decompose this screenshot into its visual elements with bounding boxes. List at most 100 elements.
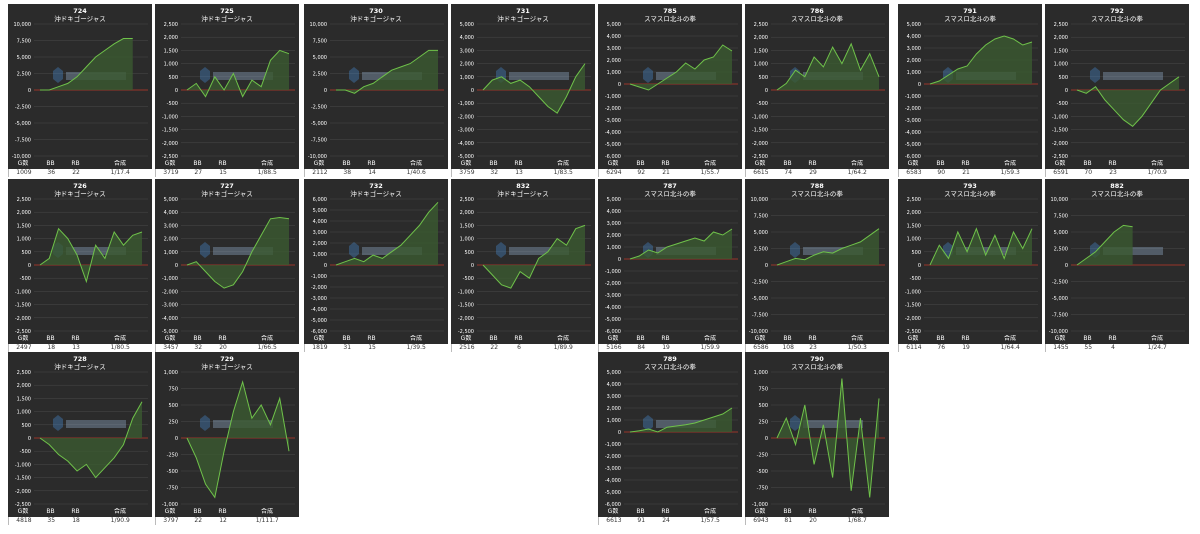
slump-line (336, 49, 438, 94)
y-tick-label: -500 (1057, 101, 1068, 107)
analytics-logo-icon (643, 415, 716, 431)
graph-panel[interactable]: 724 沖ドキゴージャス 10,000 7,500 5,000 2,500 0 -2,500-… (8, 4, 152, 177)
analytics-logo-icon (790, 415, 863, 431)
y-tick-label: 1,000 (17, 237, 31, 243)
y-tick-label: -1,000 (15, 462, 31, 468)
graph-panel[interactable]: 788 スマスロ北斗の拳 10,000 7,500 5,000 2,500 0 -2,500-… (745, 179, 889, 352)
graph-panel[interactable]: 787 スマスロ北斗の拳 5,000 4,000 3,000 2,000 1,000 0 -1,… (598, 179, 742, 352)
rb-value: 6 (517, 343, 521, 351)
y-tick-label: -3,000 (905, 118, 921, 124)
y-tick-label: -2,000 (605, 281, 621, 287)
machine-number: 790 (810, 355, 824, 363)
total-value: 1/55.7 (700, 168, 720, 176)
games-header: G数 (164, 160, 176, 167)
rb-value: 15 (219, 168, 227, 176)
y-tick-label: 1,500 (164, 48, 178, 54)
graph-panel[interactable]: 882 スマスロ北斗の拳 10,000 7,500 5,000 2,500 0 -2,500-… (1045, 179, 1189, 352)
graph-panel[interactable]: 786 スマスロ北斗の拳 2,500 2,000 1,500 1,000 500 0 -500-… (745, 4, 889, 177)
panel-header: 789 スマスロ北斗の拳 (598, 355, 742, 371)
bb-value: 35 (47, 516, 56, 524)
y-tick-label: -1,000 (905, 289, 921, 295)
games-header: G数 (1054, 335, 1066, 342)
graph-panel[interactable]: 725 沖ドキゴージャス 2,500 2,000 1,500 1,000 500 0 -500-… (155, 4, 299, 177)
y-tick-label: 2,500 (164, 22, 178, 28)
graph-panel[interactable]: 727 沖ドキゴージャス 5,000 4,000 3,000 2,000 1,000 0 -1,… (155, 179, 299, 352)
graph-panel[interactable]: 789 スマスロ北斗の拳 5,000 4,000 3,000 2,000 1,000 0 -1,… (598, 352, 742, 525)
machine-title: 沖ドキゴージャス (201, 15, 253, 23)
y-tick-label: 4,000 (313, 219, 327, 225)
games-header: G数 (313, 160, 325, 167)
rb-header: RB (808, 160, 817, 167)
graph-panel[interactable]: 731 沖ドキゴージャス 5,000 4,000 3,000 2,000 1,000 0 -1,… (451, 4, 595, 177)
machine-number: 729 (220, 355, 234, 363)
y-tick-label: -1,000 (605, 94, 621, 100)
graph-panel[interactable]: 785 スマスロ北斗の拳 5,000 4,000 3,000 2,000 1,000 0 -1,… (598, 4, 742, 177)
total-header: 合成 (260, 160, 273, 167)
rb-value: 21 (662, 168, 670, 176)
stats-value-row: 2516 22 6 1/89.9 (451, 343, 595, 352)
graph-panel[interactable]: 791 スマスロ北斗の拳 5,000 4,000 3,000 2,000 1,000 0 -1,… (898, 4, 1042, 177)
y-tick-label: 1,000 (607, 245, 621, 251)
y-tick-label: -1,000 (605, 269, 621, 275)
y-tick-label: 2,000 (607, 233, 621, 239)
slump-line (482, 224, 586, 289)
y-tick-label: 1,000 (1054, 62, 1068, 68)
slump-graph: 5,000 4,000 3,000 2,000 1,000 0 -1,000 -2,000 -3… (605, 370, 738, 508)
graph-panel[interactable]: 729 沖ドキゴージャス 1,000 750 500 250 0 -250 -500 -750 -1… (155, 352, 299, 525)
rb-value: 24 (662, 516, 670, 524)
bb-header: BB (1083, 335, 1092, 342)
machine-number: 726 (73, 182, 87, 190)
machine-number: 788 (810, 182, 824, 190)
y-tick-label: 2,000 (313, 241, 327, 247)
y-tick-label: 0 (471, 88, 474, 94)
total-value: 1/80.5 (110, 343, 130, 351)
stats-header-row: G数 BB RB 合成 (451, 335, 595, 344)
graph-panel[interactable]: 793 スマスロ北斗の拳 2,500 2,000 1,500 1,000 500 0 -500-… (898, 179, 1042, 352)
y-tick-label: -10,000 (308, 154, 327, 160)
total-header: 合成 (113, 508, 126, 515)
y-tick-label: 1,500 (17, 396, 31, 402)
stats-table: G数 BB RB 合成 6586 108 23 1/50.3 (745, 335, 889, 352)
y-tick-label: -750 (757, 486, 768, 492)
rb-header: RB (808, 335, 817, 342)
y-tick-label: -5,000 (752, 296, 768, 302)
slump-line (482, 63, 586, 114)
bb-value: 84 (637, 343, 646, 351)
graph-panel[interactable]: 792 スマスロ北斗の拳 2,500 2,000 1,500 1,000 500 0 -500-… (1045, 4, 1189, 177)
games-header: G数 (907, 335, 919, 342)
graph-panel[interactable]: 726 沖ドキゴージャス 2,500 2,000 1,500 1,000 500 0 -500-… (8, 179, 152, 352)
graph-panel[interactable]: 732 沖ドキゴージャス 6,000 5,000 4,000 3,000 2,000 1,00… (304, 179, 448, 352)
stats-value-row: 6615 74 29 1/64.2 (745, 168, 889, 177)
y-tick-label: -4,000 (311, 307, 327, 313)
y-tick-label: -2,000 (605, 106, 621, 112)
rb-header: RB (808, 508, 817, 515)
total-header: 合成 (703, 335, 716, 342)
total-value: 1/70.9 (1147, 168, 1167, 176)
y-tick-label: -2,500 (905, 329, 921, 335)
total-header: 合成 (260, 508, 273, 515)
slump-line (39, 401, 143, 479)
graph-panel[interactable]: 730 沖ドキゴージャス 10,000 7,500 5,000 2,500 0 -2,500-… (304, 4, 448, 177)
games-header: G数 (907, 160, 919, 167)
graph-panel[interactable]: 728 沖ドキゴージャス 2,500 2,000 1,500 1,000 500 0 -500-… (8, 352, 152, 525)
rb-header: RB (71, 335, 80, 342)
y-tick-label: 2,500 (17, 72, 31, 78)
y-tick-label: -2,500 (15, 502, 31, 508)
games-value: 6586 (753, 343, 769, 351)
y-tick-label: -500 (463, 276, 474, 282)
slump-line (186, 216, 290, 289)
games-value: 3797 (163, 516, 179, 524)
stats-value-row: 6586 108 23 1/50.3 (745, 343, 889, 352)
graph-panel[interactable]: 790 スマスロ北斗の拳 1,000 750 500 250 0 -250 -500 -750 -1… (745, 352, 889, 525)
bb-value: 108 (782, 343, 794, 351)
bb-value: 22 (490, 343, 499, 351)
rb-value: 13 (72, 343, 80, 351)
games-header: G数 (460, 160, 472, 167)
y-tick-label: 3,000 (907, 46, 921, 52)
slump-area (483, 63, 585, 114)
machine-number: 787 (663, 182, 677, 190)
y-tick-label: 500 (758, 75, 768, 81)
stats-table: G数 BB RB 合成 2516 22 6 1/89.9 (451, 335, 595, 352)
graph-panel[interactable]: 832 沖ドキゴージャス 2,500 2,000 1,500 1,000 500 0 -500-… (451, 179, 595, 352)
slump-area (187, 381, 289, 498)
